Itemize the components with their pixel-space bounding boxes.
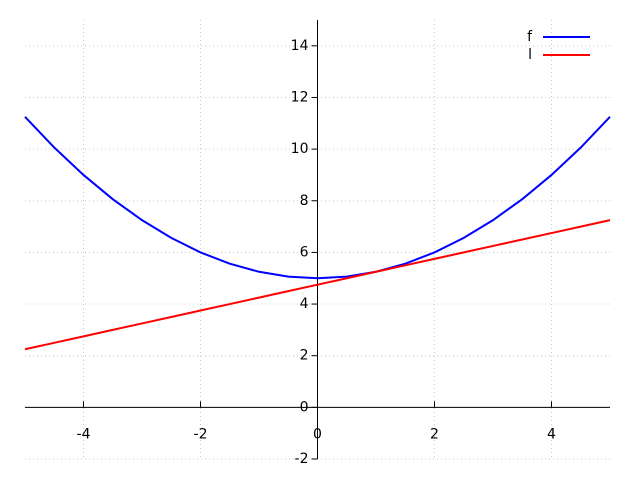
x-tick-label: 0 [313, 426, 322, 442]
y-tick-label: -2 [295, 451, 309, 467]
legend-label: f [527, 29, 533, 45]
legend-label: l [528, 47, 532, 63]
y-tick-label: 12 [291, 89, 309, 105]
y-tick-label: 6 [300, 244, 309, 260]
y-tick-label: 10 [291, 141, 309, 157]
y-tick-label: 14 [291, 38, 309, 54]
y-tick-label: 2 [300, 348, 309, 364]
x-tick-label: -2 [194, 426, 208, 442]
line-series [24, 219, 611, 351]
x-tick-label: 2 [430, 426, 439, 442]
line-series [24, 116, 611, 280]
y-tick-label: 4 [300, 296, 309, 312]
x-tick-label: -4 [77, 426, 91, 442]
y-tick-label: 8 [300, 193, 309, 209]
y-tick-label: 0 [300, 399, 309, 415]
x-tick-label: 4 [547, 426, 556, 442]
